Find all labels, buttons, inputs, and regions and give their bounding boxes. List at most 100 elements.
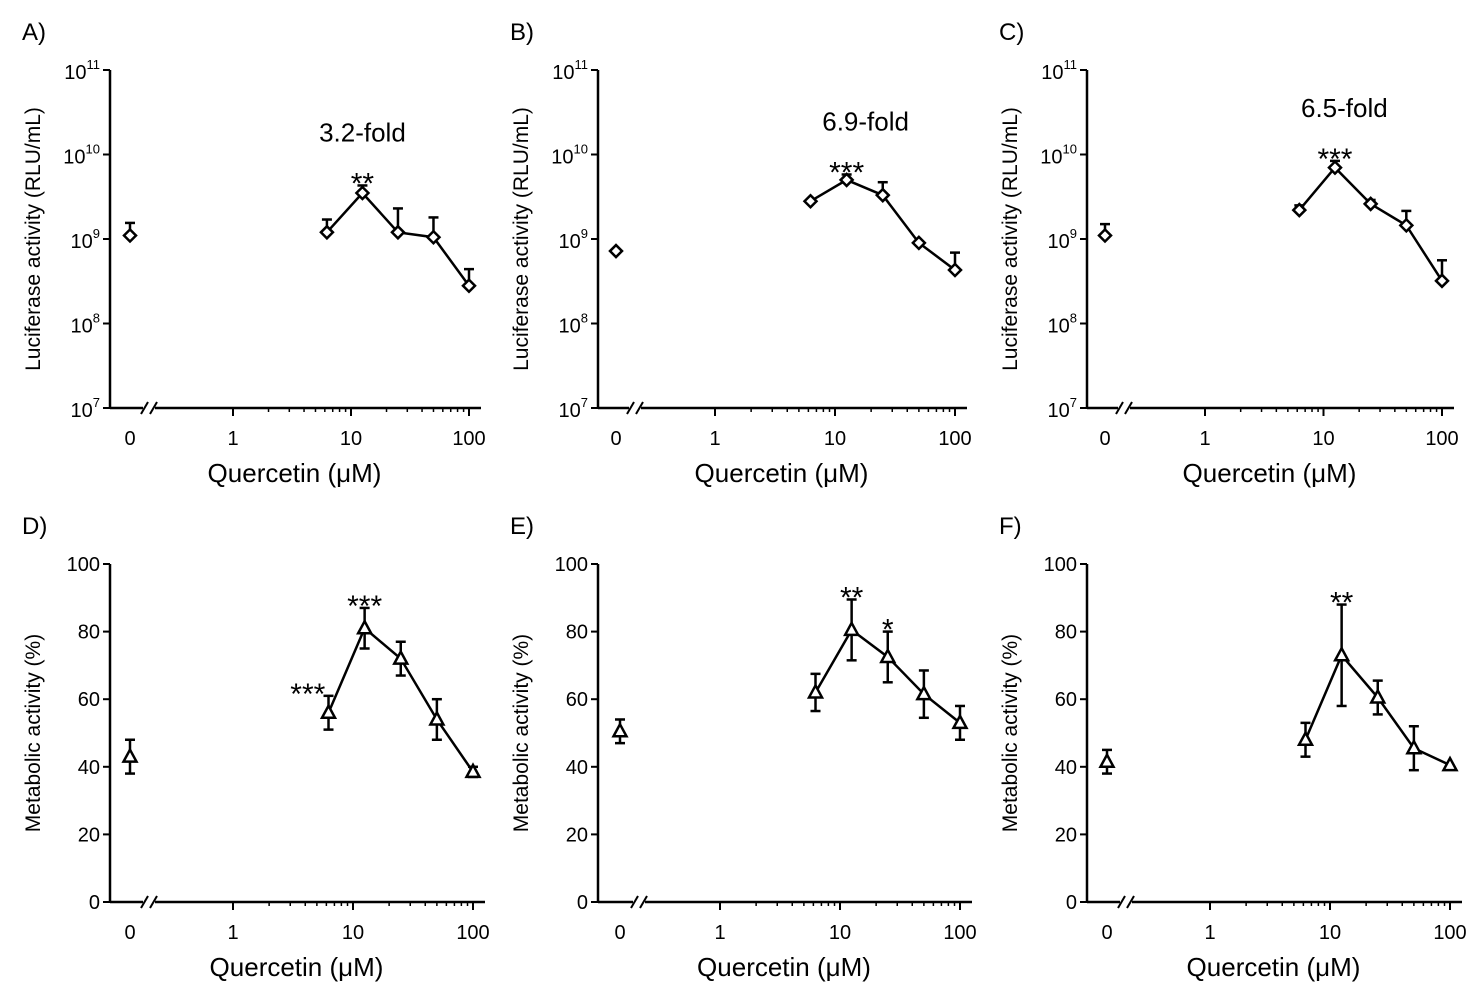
data-point bbox=[430, 712, 443, 724]
panel-label: E) bbox=[510, 513, 534, 540]
panel-d: D) 0 20 40 60 80 100 0 1 10 100 Quercetin (μM) Metab… bbox=[22, 513, 490, 982]
x-axis-title: Quercetin (μM) bbox=[210, 952, 384, 982]
x-tick-label: 100 bbox=[1433, 922, 1466, 944]
x-tick-label: 1 bbox=[227, 922, 238, 944]
data-point bbox=[881, 650, 894, 662]
panel-label: A) bbox=[22, 19, 46, 46]
x-tick-label: 10 bbox=[1312, 428, 1334, 450]
y-axis-title: Luciferase activity (RLU/mL) bbox=[510, 107, 533, 371]
axis-break bbox=[631, 896, 647, 908]
y-tick-label: 60 bbox=[78, 689, 100, 711]
axis-break bbox=[627, 402, 643, 414]
x-axis-title: Quercetin (μM) bbox=[695, 458, 869, 488]
x-tick-label: 0 bbox=[1101, 922, 1112, 944]
panel-label: D) bbox=[22, 513, 47, 540]
control-point bbox=[124, 230, 136, 242]
x-tick-label: 10 bbox=[342, 922, 364, 944]
x-tick-label: 1 bbox=[1199, 428, 1210, 450]
y-axis-title: Metabolic activity (%) bbox=[999, 634, 1022, 832]
axis-break bbox=[141, 896, 157, 908]
x-tick-label: 100 bbox=[943, 922, 976, 944]
control-point bbox=[1101, 755, 1114, 767]
control-point bbox=[614, 724, 627, 736]
control-point bbox=[610, 245, 622, 257]
significance-label: *** bbox=[1317, 143, 1352, 176]
y-tick-label: 0 bbox=[89, 892, 100, 914]
y-tick-label: 20 bbox=[78, 824, 100, 846]
x-tick-label: 100 bbox=[456, 922, 489, 944]
y-tick-label: 40 bbox=[1055, 757, 1077, 779]
y-axis-title: Metabolic activity (%) bbox=[510, 634, 533, 832]
x-tick-label: 10 bbox=[340, 428, 362, 450]
y-tick-label: 109 bbox=[559, 226, 588, 253]
significance-label: *** bbox=[347, 590, 382, 623]
y-tick-label: 1011 bbox=[1041, 57, 1077, 84]
y-tick-label: 40 bbox=[566, 757, 588, 779]
x-tick-label: 10 bbox=[829, 922, 851, 944]
y-tick-label: 80 bbox=[1055, 622, 1077, 644]
y-tick-label: 107 bbox=[71, 395, 100, 422]
significance-label: ** bbox=[1330, 587, 1354, 620]
panel-label: F) bbox=[999, 513, 1022, 540]
significance-label: ** bbox=[351, 167, 375, 200]
series-line bbox=[1299, 168, 1442, 281]
y-tick-label: 40 bbox=[78, 757, 100, 779]
y-tick-label: 1010 bbox=[1040, 142, 1077, 169]
y-tick-label: 1010 bbox=[63, 142, 100, 169]
x-tick-label: 1 bbox=[709, 428, 720, 450]
x-tick-label: 10 bbox=[1319, 922, 1341, 944]
y-tick-label: 1010 bbox=[551, 142, 588, 169]
panel-label: B) bbox=[510, 19, 534, 46]
x-tick-label: 0 bbox=[124, 922, 135, 944]
y-tick-label: 109 bbox=[1048, 226, 1077, 253]
axis-break bbox=[1116, 402, 1132, 414]
x-tick-label: 0 bbox=[610, 428, 621, 450]
data-point bbox=[809, 685, 822, 697]
x-tick-label: 0 bbox=[614, 922, 625, 944]
y-tick-label: 20 bbox=[566, 824, 588, 846]
y-tick-label: 107 bbox=[1048, 395, 1077, 422]
y-axis-title: Luciferase activity (RLU/mL) bbox=[22, 107, 45, 371]
significance-label: ** bbox=[840, 581, 864, 614]
x-tick-label: 0 bbox=[124, 428, 135, 450]
x-tick-label: 100 bbox=[938, 428, 971, 450]
fold-annotation: 3.2-fold bbox=[319, 117, 406, 147]
figure: A)107108109101010110 1 10 100Quercetin (μM)… bbox=[0, 0, 1483, 997]
y-axis-title: Luciferase activity (RLU/mL) bbox=[999, 107, 1022, 371]
panel-label: C) bbox=[999, 19, 1024, 46]
significance-label: *** bbox=[829, 156, 864, 189]
y-tick-label: 108 bbox=[71, 311, 100, 338]
axis-break bbox=[1118, 896, 1134, 908]
x-tick-label: 1 bbox=[227, 428, 238, 450]
y-tick-label: 1011 bbox=[64, 57, 100, 84]
panel-e: E)0204060801000 1 10 100Quercetin (μM)Metab… bbox=[510, 513, 977, 982]
y-tick-label: 108 bbox=[1048, 311, 1077, 338]
y-tick-label: 100 bbox=[1044, 554, 1077, 576]
y-tick-label: 109 bbox=[71, 226, 100, 253]
y-tick-label: 80 bbox=[566, 622, 588, 644]
control-point bbox=[1099, 230, 1111, 242]
x-tick-label: 100 bbox=[1425, 428, 1458, 450]
x-axis-title: Quercetin (μM) bbox=[697, 952, 871, 982]
fold-annotation: 6.9-fold bbox=[822, 106, 909, 136]
x-axis-title: Quercetin (μM) bbox=[1187, 952, 1361, 982]
data-point bbox=[1444, 758, 1457, 770]
y-tick-label: 0 bbox=[1066, 892, 1077, 914]
x-tick-label: 0 bbox=[1099, 428, 1110, 450]
fold-annotation: 6.5-fold bbox=[1301, 93, 1388, 123]
y-tick-label: 108 bbox=[559, 311, 588, 338]
y-tick-label: 0 bbox=[577, 892, 588, 914]
y-tick-label: 100 bbox=[555, 554, 588, 576]
data-point bbox=[1299, 733, 1312, 745]
data-point bbox=[1436, 275, 1448, 287]
x-tick-label: 1 bbox=[714, 922, 725, 944]
x-tick-label: 1 bbox=[1204, 922, 1215, 944]
data-point bbox=[805, 195, 817, 207]
significance-label: *** bbox=[290, 678, 325, 711]
significance-label: * bbox=[882, 614, 894, 647]
x-tick-label: 100 bbox=[452, 428, 485, 450]
y-axis-title: Metabolic activity (%) bbox=[22, 634, 45, 832]
